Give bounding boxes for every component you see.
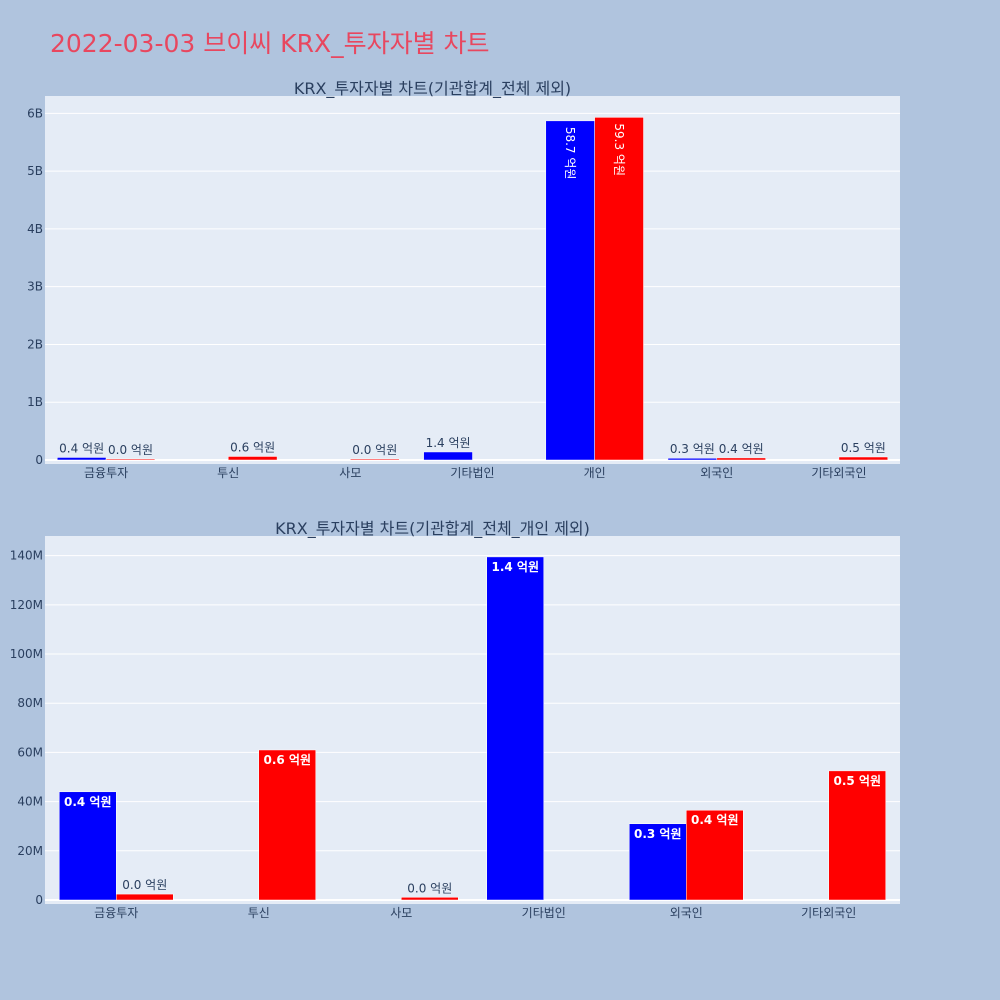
bar <box>667 457 718 461</box>
data-label: 1.4 억원 <box>426 436 471 450</box>
bar <box>594 117 644 461</box>
x-tick-label: 금융투자 <box>84 466 128 480</box>
bar <box>629 823 687 901</box>
data-label: 0.6 억원 <box>230 440 275 454</box>
data-label: 0.5 억원 <box>841 441 886 455</box>
y-tick-label: 0 <box>35 453 43 467</box>
y-tick-label: 6B <box>27 106 43 120</box>
data-label: 0.4 억원 <box>64 795 112 809</box>
bar <box>828 770 886 901</box>
data-label: 0.0 억원 <box>407 881 452 895</box>
y-tick-label: 1B <box>27 395 43 409</box>
x-tick-label: 사모 <box>390 906 412 920</box>
data-label: 0.5 억원 <box>833 774 881 788</box>
x-tick-label: 기타법인 <box>450 466 494 480</box>
y-tick-label: 60M <box>17 745 43 759</box>
x-tick-label: 기타외국인 <box>811 466 866 480</box>
data-label: 0.3 억원 <box>634 827 682 841</box>
bar <box>423 451 473 461</box>
chart-title: KRX_투자자별 차트(기관합계_전체_개인 제외) <box>275 519 590 539</box>
x-tick-label: 투신 <box>248 906 270 920</box>
data-label: 0.4 억원 <box>719 442 764 456</box>
bar <box>486 556 544 901</box>
bar <box>350 458 400 461</box>
y-tick-label: 120M <box>10 598 43 612</box>
data-label: 0.6 억원 <box>263 753 311 767</box>
bar <box>716 457 766 461</box>
y-tick-label: 140M <box>10 549 43 563</box>
bar <box>56 457 107 461</box>
y-tick-label: 2B <box>27 337 43 351</box>
y-tick-label: 4B <box>27 222 43 236</box>
data-label: 0.3 억원 <box>670 442 715 456</box>
data-label: 0.0 억원 <box>352 443 397 457</box>
bar <box>227 456 278 461</box>
y-tick-label: 100M <box>10 647 43 661</box>
x-tick-label: 외국인 <box>670 906 703 920</box>
x-tick-label: 금융투자 <box>94 906 138 920</box>
data-label: 0.0 억원 <box>122 878 167 892</box>
bar <box>545 120 595 461</box>
data-label: 1.4 억원 <box>491 560 539 574</box>
y-tick-label: 0 <box>35 893 43 907</box>
chart-title: KRX_투자자별 차트(기관합계_전체 제외) <box>294 79 571 99</box>
bar <box>105 458 156 461</box>
bar <box>116 893 174 901</box>
page-title: 2022-03-03 브이씨 KRX_투자자별 차트 <box>50 29 490 58</box>
data-label: 0.4 억원 <box>59 441 104 455</box>
bar <box>258 749 316 901</box>
x-tick-label: 외국인 <box>700 466 733 480</box>
y-tick-label: 5B <box>27 164 43 178</box>
x-tick-label: 사모 <box>339 466 361 480</box>
plot-area <box>45 96 900 464</box>
y-tick-label: 80M <box>17 696 43 710</box>
y-tick-label: 40M <box>17 795 43 809</box>
chart-1: 0 1B 2B 3B 4B 5B 6B KRX_투자자별 차트(기관합계_전체 제외) 금융투자… <box>27 79 900 480</box>
bar <box>401 897 459 901</box>
data-label: 0.0 억원 <box>108 443 153 457</box>
data-label: 58.7 억원 <box>563 127 577 180</box>
x-tick-label: 기타법인 <box>522 906 566 920</box>
plot-area <box>45 536 900 904</box>
x-tick-label: 투신 <box>217 466 239 480</box>
x-tick-label: 개인 <box>584 466 606 480</box>
x-tick-label: 기타외국인 <box>801 906 856 920</box>
chart-2: 0 20M 40M 60M 80M 100M 120M 140M KRX_투자자별 차트(기관합… <box>10 519 900 920</box>
data-label: 59.3 억원 <box>612 123 626 176</box>
data-label: 0.4 억원 <box>691 813 739 827</box>
y-tick-label: 3B <box>27 280 43 294</box>
bar <box>838 456 889 461</box>
y-tick-label: 20M <box>17 844 43 858</box>
bar <box>686 809 744 901</box>
bar <box>59 791 117 901</box>
